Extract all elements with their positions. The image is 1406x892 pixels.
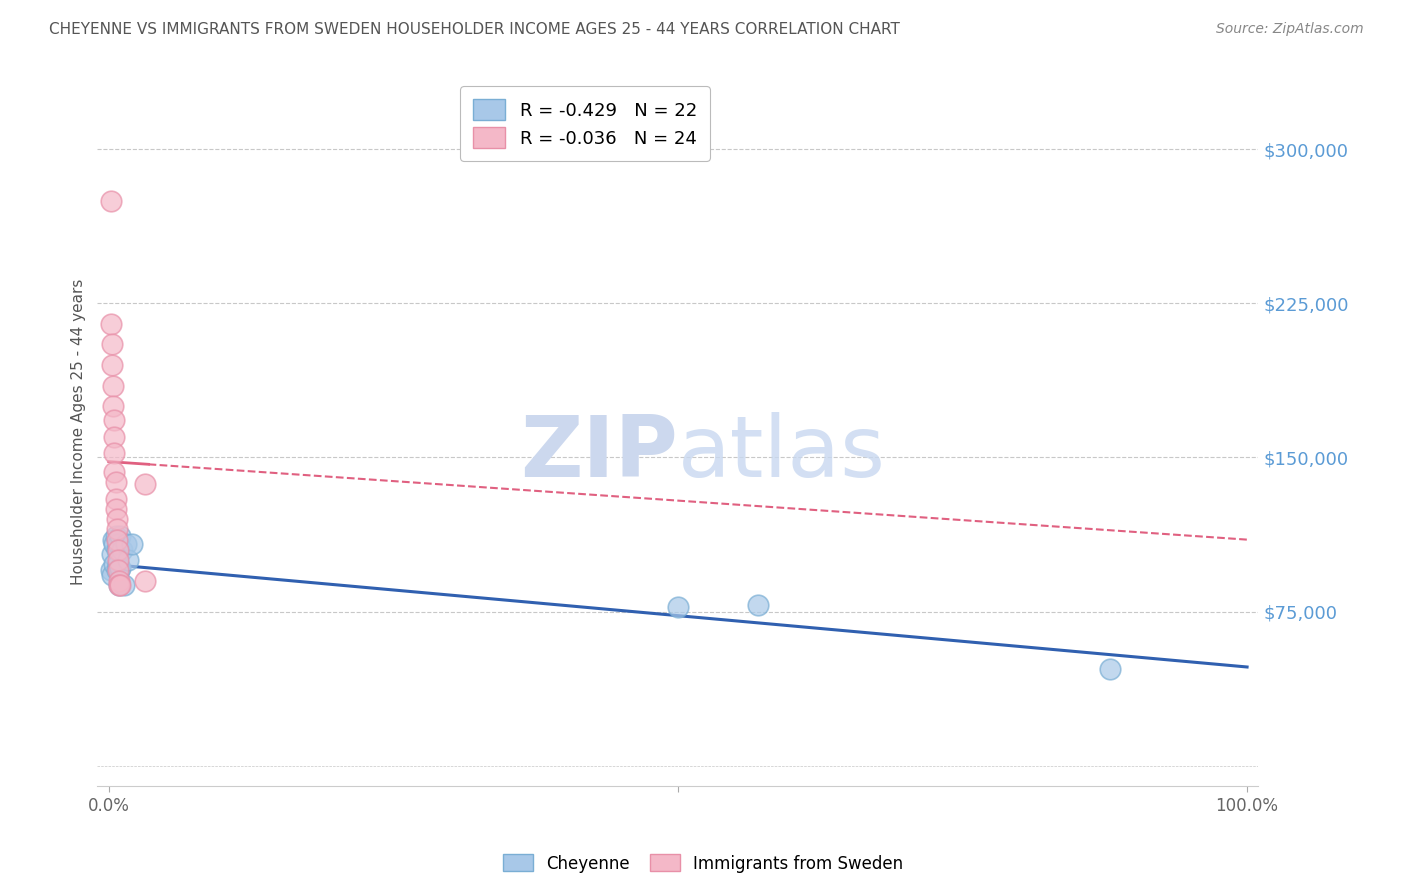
Point [112, 578, 135, 592]
Point [114, 537, 136, 551]
Point [104, 501, 127, 516]
Legend: R = -0.429   N = 22, R = -0.036   N = 24: R = -0.429 N = 22, R = -0.036 N = 24 [460, 87, 710, 161]
Text: CHEYENNE VS IMMIGRANTS FROM SWEDEN HOUSEHOLDER INCOME AGES 25 - 44 YEARS CORRELA: CHEYENNE VS IMMIGRANTS FROM SWEDEN HOUSE… [49, 22, 900, 37]
Point [666, 600, 689, 615]
Point [101, 358, 124, 372]
Point [108, 561, 131, 575]
Point [103, 533, 125, 547]
Point [105, 542, 128, 557]
Point [108, 578, 131, 592]
Point [100, 317, 122, 331]
Text: atlas: atlas [678, 411, 886, 494]
Point [105, 533, 128, 547]
Point [134, 477, 156, 491]
Point [108, 578, 131, 592]
Point [105, 522, 128, 536]
Point [101, 567, 124, 582]
Point [121, 537, 143, 551]
Point [108, 528, 131, 542]
Point [103, 558, 125, 572]
Point [108, 564, 131, 578]
Point [101, 337, 124, 351]
Y-axis label: Householder Income Ages 25 - 44 years: Householder Income Ages 25 - 44 years [72, 278, 86, 585]
Point [107, 542, 129, 557]
Point [134, 574, 156, 588]
Point [103, 537, 125, 551]
Point [103, 430, 125, 444]
Point [105, 512, 128, 526]
Point [1099, 662, 1122, 676]
Legend: Cheyenne, Immigrants from Sweden: Cheyenne, Immigrants from Sweden [496, 847, 910, 880]
Point [104, 528, 127, 542]
Point [103, 465, 125, 479]
Point [107, 537, 129, 551]
Point [103, 378, 125, 392]
Point [101, 547, 124, 561]
Point [108, 574, 131, 588]
Point [100, 564, 122, 578]
Point [108, 578, 131, 592]
Point [103, 446, 125, 460]
Point [107, 564, 129, 578]
Point [107, 558, 129, 572]
Point [100, 194, 122, 208]
Point [103, 399, 125, 413]
Point [104, 475, 127, 489]
Text: Source: ZipAtlas.com: Source: ZipAtlas.com [1216, 22, 1364, 37]
Point [103, 413, 125, 427]
Point [111, 542, 134, 557]
Text: ZIP: ZIP [520, 411, 678, 494]
Point [107, 553, 129, 567]
Point [104, 491, 127, 506]
Point [105, 564, 128, 578]
Point [747, 599, 769, 613]
Point [117, 553, 139, 567]
